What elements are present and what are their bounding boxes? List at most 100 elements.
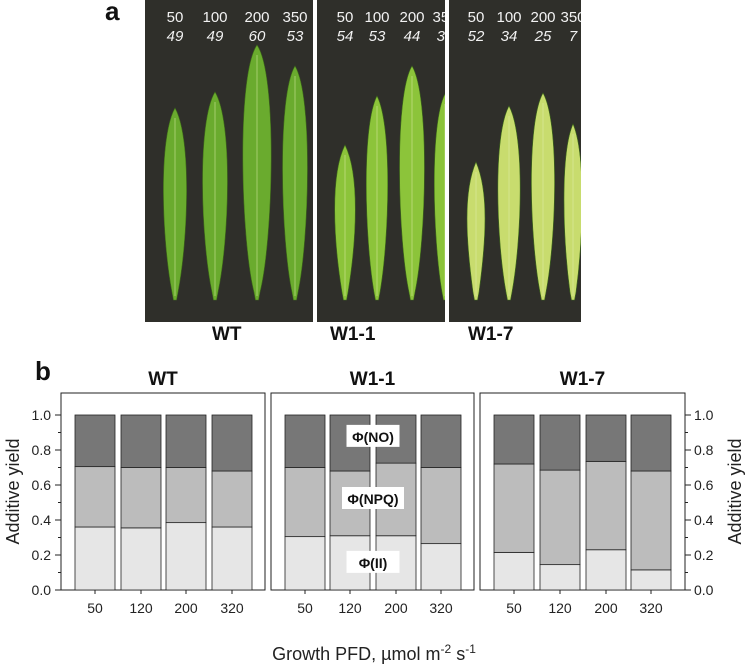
y-axis-title-left: Additive yield <box>3 438 23 544</box>
photo-panel-w1-1: 50 54 100 53 200 44 350 34 <box>317 0 445 322</box>
pfd-label: 50 <box>167 9 184 26</box>
plot-frame-wt <box>60 392 266 591</box>
y-tick-label-right: 0.8 <box>694 442 714 458</box>
leaf-value-label: 52 <box>468 28 485 45</box>
x-tick-label: 200 <box>384 600 408 616</box>
x-tick-label: 320 <box>429 600 453 616</box>
leaf <box>434 93 445 301</box>
plot-frame-w1-1 <box>270 392 475 591</box>
series-label: Φ(II) <box>346 550 400 573</box>
bar-segment-phi-npq <box>74 466 116 528</box>
bar-segment-phi-npq <box>493 463 535 553</box>
pfd-label: 200 <box>399 9 424 26</box>
pfd-label: 200 <box>244 9 269 26</box>
bar-segment-phi-ii <box>284 536 326 591</box>
leaf-value-label: 34 <box>501 28 518 45</box>
bar-segment-phi-no <box>284 414 326 468</box>
y-tick-label-right: 1.0 <box>694 407 714 423</box>
x-tick-label: 320 <box>639 600 663 616</box>
bar-segment-phi-no <box>211 414 253 472</box>
panel-title-w1-1: W1-1 <box>350 369 396 390</box>
pfd-label: 350 <box>560 9 581 26</box>
x-tick-label: 120 <box>129 600 153 616</box>
bar-segment-phi-ii <box>211 526 253 591</box>
leaf-photo-wt: 50 49 100 49 200 60 350 53 <box>163 9 308 301</box>
y-axis-title-right: Additive yield <box>725 438 745 544</box>
svg-text:Φ(II): Φ(II) <box>359 555 388 571</box>
bar-segment-phi-ii <box>493 551 535 591</box>
genotype-label-wt: WT <box>212 324 242 345</box>
bar-segment-phi-ii <box>74 526 116 591</box>
x-tick-label: 200 <box>594 600 618 616</box>
series-label: Φ(NO) <box>346 424 400 447</box>
pfd-label: 350 <box>432 9 445 26</box>
y-tick-label-left: 0.2 <box>32 547 52 563</box>
x-tick-label: 50 <box>87 600 103 616</box>
leaf <box>563 123 581 301</box>
y-tick-label-right: 0.6 <box>694 477 714 493</box>
plot-frame-w1-7 <box>479 392 686 591</box>
pfd-label: 100 <box>202 9 227 26</box>
bar-segment-phi-npq <box>211 470 253 528</box>
svg-text:Φ(NPQ): Φ(NPQ) <box>347 491 398 507</box>
panel-b-label: b <box>35 356 51 386</box>
leaf-value-label: 53 <box>369 28 386 45</box>
genotype-label-w1-1: W1-1 <box>330 324 376 345</box>
y-tick-label-left: 1.0 <box>32 407 52 423</box>
bar-segment-phi-ii <box>539 564 581 591</box>
bar-segment-phi-npq <box>539 469 581 566</box>
x-tick-label: 200 <box>174 600 198 616</box>
bar-segment-phi-ii <box>585 549 627 591</box>
genotype-label-w1-7: W1-7 <box>468 324 514 345</box>
bar-segment-phi-npq <box>420 467 462 545</box>
x-tick-label: 50 <box>506 600 522 616</box>
leaf-value-label: 49 <box>167 28 184 45</box>
bar-segment-phi-no <box>420 414 462 468</box>
leaf-value-label: 25 <box>534 28 552 45</box>
pfd-label: 100 <box>364 9 389 26</box>
yield-chart: WT 50 120 200 320 W1-1 50 120 200 320 W1-7 50 120 200… <box>3 369 745 664</box>
leaf-value-label: 49 <box>207 28 224 45</box>
svg-text:Φ(NO): Φ(NO) <box>352 429 394 445</box>
bar-segment-phi-npq <box>585 460 627 551</box>
pfd-label: 200 <box>530 9 555 26</box>
y-tick-label-right: 0.0 <box>694 582 714 598</box>
photo-panel-wt: 50 49 100 49 200 60 350 53 <box>145 0 313 322</box>
x-tick-label: 120 <box>338 600 362 616</box>
bar-segment-phi-ii <box>165 522 207 591</box>
bar-segment-phi-ii <box>630 569 672 591</box>
pfd-label: 350 <box>282 9 307 26</box>
x-tick-label: 120 <box>548 600 572 616</box>
bar-segment-phi-no <box>630 414 672 472</box>
y-tick-label-right: 0.4 <box>694 512 714 528</box>
leaf-value-label: 54 <box>337 28 354 45</box>
x-tick-label: 50 <box>297 600 313 616</box>
photo-panel-w1-7: 50 52 100 34 200 25 350 7 <box>449 0 581 322</box>
bar-segment-phi-no <box>74 414 116 468</box>
leaf-value-label: 44 <box>404 28 421 45</box>
y-tick-label-right: 0.2 <box>694 547 714 563</box>
bar-segment-phi-npq <box>165 467 207 524</box>
bar-segment-phi-no <box>165 414 207 468</box>
bar-segment-phi-ii <box>420 543 462 591</box>
x-tick-label: 320 <box>220 600 244 616</box>
bar-segment-phi-no <box>585 414 627 462</box>
pfd-label: 50 <box>468 9 485 26</box>
leaf-photo-area: 50 49 100 49 200 60 350 53 50 54 100 53 200 44 350 34 50… <box>145 0 741 322</box>
leaf-value-label: 60 <box>249 28 266 45</box>
bar-segment-phi-ii <box>120 527 162 591</box>
leaf-photo-w1-7: 50 52 100 34 200 25 350 7 <box>466 9 581 301</box>
leaf-photo-w1-1: 50 54 100 53 200 44 350 34 <box>334 9 445 301</box>
bar-segment-phi-npq <box>120 467 162 529</box>
leaf-value-label: 53 <box>287 28 304 45</box>
bar-segment-phi-no <box>493 414 535 465</box>
pfd-label: 50 <box>337 9 354 26</box>
y-tick-label-left: 0.0 <box>32 582 52 598</box>
panel-title-wt: WT <box>148 369 178 390</box>
series-label: Φ(NPQ) <box>342 487 404 509</box>
x-axis-title: Growth PFD, µmol m-2 s-1 <box>272 642 476 664</box>
panel-title-w1-7: W1-7 <box>560 369 605 390</box>
bar-segment-phi-npq <box>284 467 326 538</box>
panel-a-label: a <box>105 0 120 26</box>
bar-segment-phi-no <box>120 414 162 468</box>
